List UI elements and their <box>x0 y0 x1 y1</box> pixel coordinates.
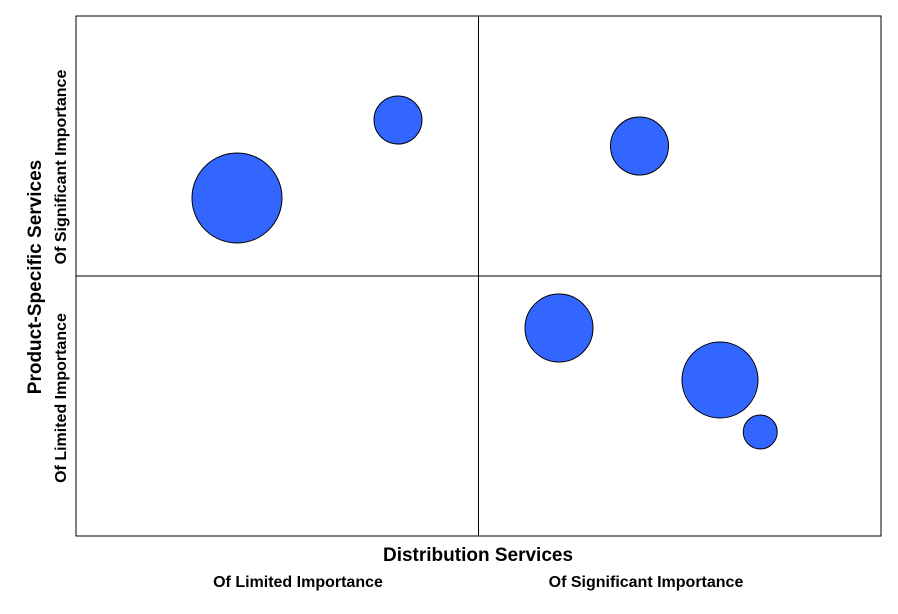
bubble-5 <box>681 341 759 419</box>
x-axis-title: Distribution Services <box>383 545 573 566</box>
bubble-series <box>191 95 778 450</box>
y-category-label-significant: Of Significant Importance <box>53 70 70 265</box>
y-axis-title: Product-Specific Services <box>25 160 46 394</box>
bubble-4 <box>524 293 594 363</box>
bubble-3 <box>610 116 669 176</box>
x-category-label-limited: Of Limited Importance <box>213 574 383 591</box>
bubble-1 <box>191 152 283 244</box>
x-category-label-significant: Of Significant Importance <box>549 574 744 591</box>
bubble-6 <box>742 414 778 450</box>
bubble-2 <box>373 95 423 145</box>
y-category-label-limited: Of Limited Importance <box>53 313 70 483</box>
